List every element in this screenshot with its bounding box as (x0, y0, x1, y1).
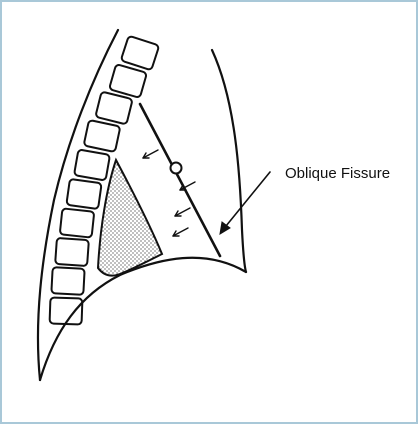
diaphragm-curve (38, 256, 248, 382)
vertebra (73, 149, 111, 181)
vertebra (65, 178, 103, 210)
vertebra (120, 35, 160, 71)
movement-arrows (142, 149, 196, 237)
vertebra (108, 64, 148, 98)
arrow-icon (174, 207, 191, 217)
anterior-chest-wall (210, 48, 248, 274)
posterior-chest-wall (36, 28, 120, 382)
arrow-icon (179, 181, 196, 191)
vertebra (50, 266, 86, 296)
arrow-icon (142, 149, 159, 159)
label-pointer-arrow (219, 171, 271, 235)
vertebra (95, 91, 133, 125)
vertebra (48, 296, 84, 326)
collapsed-lobe-shading (96, 157, 164, 277)
circle-marker-icon (169, 161, 183, 175)
arrow-icon (172, 227, 189, 237)
fissure-label: Oblique Fissure (285, 165, 390, 182)
vertebral-column (48, 35, 160, 326)
oblique-fissure-line (138, 102, 222, 258)
vertebra (59, 207, 95, 239)
vertebra (83, 119, 121, 153)
vertebra (54, 237, 90, 267)
